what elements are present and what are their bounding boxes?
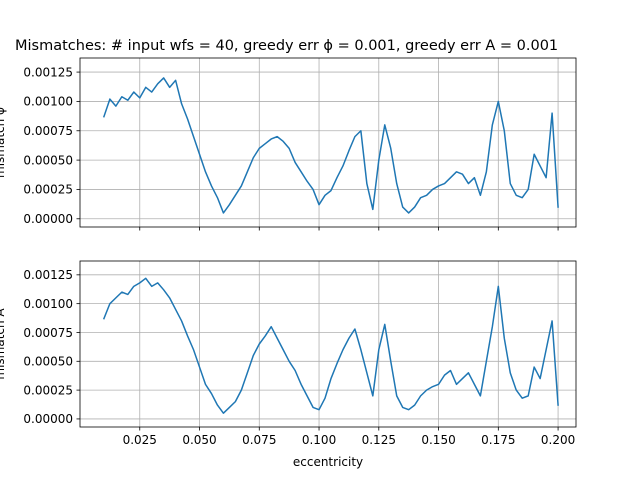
axes-frame (79, 57, 577, 228)
y-tick-label: 0.00025 (23, 383, 73, 397)
bottom-subplot-mismatch-amplitude: 0.025 0.050 0.075 0.100 0.125 0.150 0.175 0.200… (0, 260, 577, 469)
y-tick-label: 0.00125 (23, 65, 73, 79)
x-axis-label: eccentricity (293, 455, 363, 469)
series-line-0 (102, 77, 559, 214)
y-tick-label: 0.00100 (23, 297, 73, 311)
figure-title: Mismatches: # input wfs = 40, greedy err… (15, 38, 558, 54)
x-tick-label: 0.175 (481, 433, 515, 447)
x-tick-label: 0.200 (541, 433, 575, 447)
x-tick-label: 0.050 (182, 433, 216, 447)
y-tick-label: 0.00000 (23, 212, 73, 226)
x-tick-label: 0.100 (302, 433, 336, 447)
y-axis-label: mismatch A (0, 308, 7, 380)
series-line-0 (102, 277, 559, 414)
y-tick-label: 0.00050 (23, 153, 73, 167)
y-tick-label: 0.00125 (23, 268, 73, 282)
y-tick-label: 0.00075 (23, 124, 73, 138)
x-tick-label: 0.150 (421, 433, 455, 447)
y-axis-label: mismatch ϕ (0, 107, 7, 178)
x-tick-label: 0.125 (362, 433, 396, 447)
x-tick-label: 0.025 (123, 433, 157, 447)
axes-frame (79, 260, 577, 428)
y-tick-label: 0.00025 (23, 183, 73, 197)
x-tick-label: 0.075 (242, 433, 276, 447)
y-tick-label: 0.00075 (23, 326, 73, 340)
y-tick-label: 0.00000 (23, 412, 73, 426)
y-tick-label: 0.00100 (23, 95, 73, 109)
y-tick-label: 0.00050 (23, 355, 73, 369)
top-subplot-mismatch-phi: 0.00000 0.00025 0.00050 0.00075 0.00100 0.001… (0, 57, 577, 231)
